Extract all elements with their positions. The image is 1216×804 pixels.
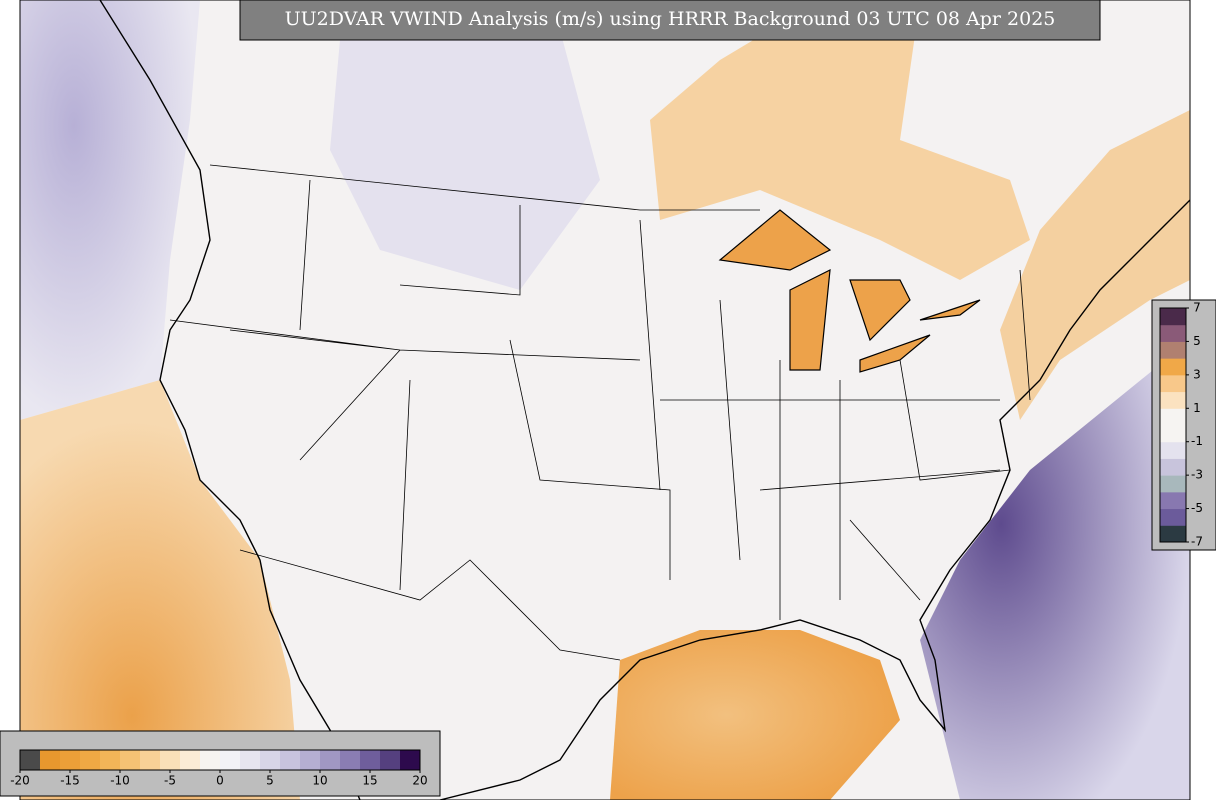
- colorbar-tick-label: -15: [60, 774, 80, 788]
- colorbar-swatch: [120, 750, 141, 770]
- colorbar-swatch: [20, 750, 41, 770]
- colorbar-swatch: [240, 750, 261, 770]
- northeast-warm-region: [1000, 110, 1190, 420]
- colorbar-swatch: [340, 750, 361, 770]
- colorbar-swatch: [1160, 491, 1186, 510]
- pacific-coastline: [99, 0, 361, 801]
- colorbar-tick-label: -1: [1191, 434, 1203, 448]
- colorbar-swatch: [1160, 391, 1186, 409]
- colorbar-swatch: [320, 750, 341, 770]
- colorbar-tick-label: 10: [312, 774, 327, 788]
- colorbar-swatch: [300, 750, 321, 770]
- great-lakes: [718, 209, 981, 373]
- title: UU2DVAR VWIND Analysis (m/s) using HRRR …: [285, 8, 1056, 30]
- colorbar-swatch: [280, 750, 301, 770]
- colorbar-swatch: [360, 750, 381, 770]
- colorbar-swatch: [380, 750, 401, 770]
- colorbar-swatch: [1160, 358, 1186, 376]
- colorbar-tick-label: 5: [1193, 334, 1201, 348]
- gulf-of-mexico: [610, 630, 900, 800]
- colorbar-swatch: [1160, 408, 1186, 426]
- pacific-north: [20, 0, 200, 420]
- colorbar-tick-label: -3: [1191, 468, 1203, 482]
- colorbar-swatch: [1160, 425, 1186, 443]
- canada-warm-region: [650, 0, 1030, 280]
- colorbar-outline: [1159, 307, 1187, 543]
- colorbar-swatch: [220, 750, 241, 770]
- colorbar-swatch: [40, 750, 61, 770]
- colorbar-swatch: [1160, 508, 1186, 526]
- colorbar-tick-label: -5: [1191, 501, 1203, 515]
- colorbar-swatch: [1160, 441, 1186, 459]
- colorbar-tick-label: -5: [164, 774, 176, 788]
- colorbar-tick-label: 3: [1193, 367, 1201, 381]
- colorbar-tick-label: 20: [412, 774, 427, 788]
- map-area: [19, 0, 1191, 801]
- title-box: [239, 0, 1101, 41]
- colorbar-swatch: [140, 750, 161, 770]
- colorbar-swatch: [1160, 458, 1186, 476]
- colorbar-swatch: [200, 750, 221, 770]
- atlantic-gulf-coastline: [439, 199, 1191, 801]
- colorbar-swatch: [1160, 341, 1186, 359]
- colorbar-swatch: [1160, 475, 1186, 493]
- colorbar-tick-label: 5: [266, 774, 274, 788]
- colorbar-swatch: [400, 750, 421, 770]
- colorbar-tick-label: 1: [1193, 401, 1201, 415]
- colorbar-tick-label: 7: [1193, 301, 1201, 315]
- plains-cool-region: [330, 30, 600, 290]
- colorbar-swatch: [160, 750, 181, 770]
- colorbar-swatch: [260, 750, 281, 770]
- state-borders: [169, 164, 1031, 661]
- colorbar-tick-label: 0: [216, 774, 224, 788]
- colorbar-swatch: [1160, 308, 1186, 326]
- pacific-south: [20, 380, 300, 800]
- colorbar-tick-label: -20: [10, 774, 30, 788]
- colorbar-tick-label: -7: [1191, 535, 1203, 549]
- colorbar-swatch: [60, 750, 81, 770]
- colorbar-swatch: [1160, 374, 1186, 393]
- colorbar-tick-label: -10: [110, 774, 130, 788]
- atlantic: [920, 340, 1190, 800]
- colorbar-swatch: [1160, 525, 1186, 543]
- colorbar-swatch: [1160, 324, 1186, 342]
- colorbar-swatch: [100, 750, 121, 770]
- colorbar-tick-label: 15: [362, 774, 377, 788]
- colorbar-swatch: [180, 750, 201, 770]
- colorbar-swatch: [80, 750, 101, 770]
